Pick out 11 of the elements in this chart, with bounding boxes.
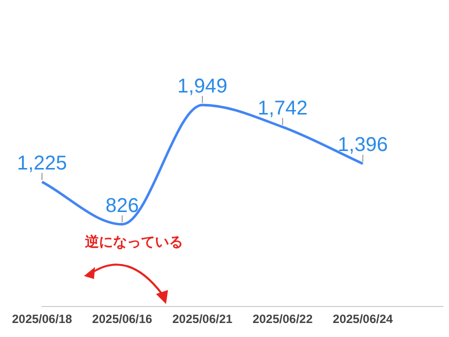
data-label: 826 <box>106 194 139 217</box>
data-label: 1,225 <box>16 152 68 174</box>
data-label: 1,396 <box>338 134 388 156</box>
x-tick-label: 2025/06/21 <box>172 312 233 326</box>
data-label: 1,949 <box>177 76 228 98</box>
x-tick-label: 2025/06/22 <box>252 312 313 326</box>
text: 逆になっている <box>84 234 183 251</box>
x-tick-label: 2025/06/24 <box>332 312 394 326</box>
x-tick-label: 2025/06/18 <box>12 312 72 326</box>
data-label: 1,742 <box>258 97 308 120</box>
x-tick-label: 2025/06/16 <box>92 312 153 326</box>
